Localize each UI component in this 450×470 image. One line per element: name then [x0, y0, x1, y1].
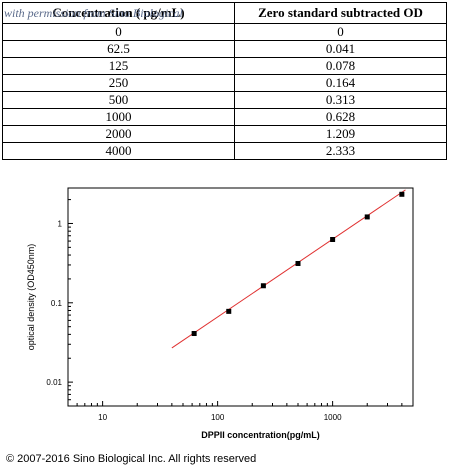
table-row: 1000 0.628	[2, 108, 447, 126]
od-header: Zero standard subtracted OD	[234, 2, 447, 24]
table-row: 500 0.313	[2, 91, 447, 109]
concentration-cell: 2000	[2, 125, 235, 143]
plot-frame	[67, 187, 414, 407]
x-tick-label: 1000	[324, 413, 342, 422]
x-tick-label: 10	[98, 413, 107, 422]
od-cell: 0	[234, 23, 447, 41]
data-point	[330, 236, 336, 242]
copyright-notice: © 2007-2016 Sino Biological Inc. All rig…	[6, 453, 257, 465]
chart-svg: 10 100 1000 0.01 0.1 1 DPPII concentration(pg/…	[26, 187, 414, 440]
od-cell: 0.628	[234, 108, 447, 126]
table-row: 2000 1.209	[2, 125, 447, 143]
table-row: 125 0.078	[2, 57, 447, 75]
data-point	[399, 191, 405, 197]
data-point	[260, 283, 266, 289]
table-row: 62.5 0.041	[2, 40, 447, 58]
concentration-cell: 500	[2, 91, 235, 109]
od-cell: 0.041	[234, 40, 447, 58]
table-row: 250 0.164	[2, 74, 447, 92]
table-row: 4000 2.333	[2, 142, 447, 160]
od-cell: 1.209	[234, 125, 447, 143]
od-cell: 2.333	[234, 142, 447, 160]
fit-line	[171, 189, 406, 349]
y-tick-label: 0.01	[46, 378, 62, 387]
concentration-cell: 4000	[2, 142, 235, 160]
concentration-cell: 1000	[2, 108, 235, 126]
data-point	[364, 214, 370, 220]
od-cell: 0.164	[234, 74, 447, 92]
y-tick-label: 1	[58, 219, 63, 228]
table-header-row: Concentration ( pg/mL) Zero standard sub…	[2, 2, 447, 24]
od-cell: 0.313	[234, 91, 447, 109]
standard-curve-table: Concentration ( pg/mL) Zero standard sub…	[2, 2, 447, 160]
concentration-cell: 0	[2, 23, 235, 41]
concentration-cell: 62.5	[2, 40, 235, 58]
concentration-cell: 125	[2, 57, 235, 75]
data-point	[295, 260, 301, 266]
x-tick-label: 100	[211, 413, 225, 422]
concentration-header: Concentration ( pg/mL)	[2, 2, 235, 24]
y-axis-label: optical density (OD450nm)	[26, 244, 36, 351]
data-point	[191, 331, 197, 337]
standard-curve-chart: 10 100 1000 0.01 0.1 1 DPPII concentration(pg/…	[0, 180, 450, 450]
x-axis-label: DPPII concentration(pg/mL)	[201, 430, 320, 440]
data-point	[226, 308, 232, 314]
table-body: 0 0 62.5 0.041 125 0.078 250 0.164 500 0.313 1000 0…	[2, 23, 447, 160]
concentration-cell: 250	[2, 74, 235, 92]
od-cell: 0.078	[234, 57, 447, 75]
y-tick-label: 0.1	[51, 299, 63, 308]
